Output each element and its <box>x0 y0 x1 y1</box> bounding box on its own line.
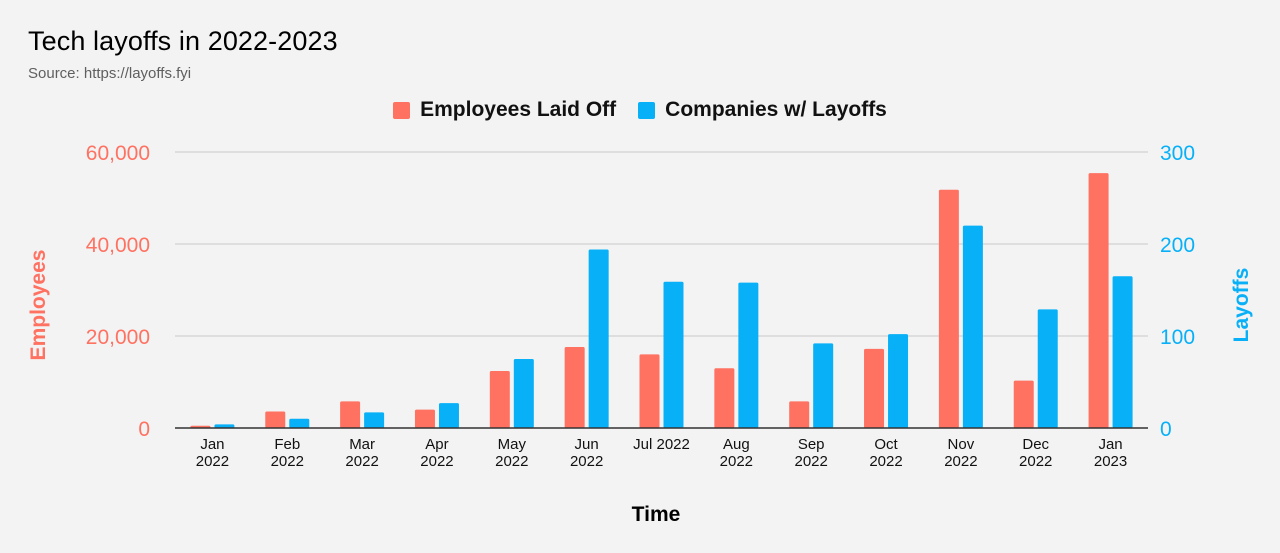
bar-companies <box>738 282 759 428</box>
legend-swatch-employees <box>393 101 411 119</box>
y-tick-right: 300 <box>1160 142 1195 165</box>
bar-companies <box>663 281 684 428</box>
y-tick-right: 0 <box>1160 418 1172 441</box>
x-tick-label: Aug 2022 <box>720 436 753 470</box>
x-tick-label: Oct 2022 <box>869 436 902 470</box>
x-tick-label-line: 2022 <box>420 453 453 470</box>
y-tick-right: 100 <box>1160 326 1195 349</box>
x-tick-label-line: Oct <box>874 436 898 453</box>
bar-employees <box>489 370 510 428</box>
x-tick-label: Apr 2022 <box>420 436 453 470</box>
x-tick-label: Mar 2022 <box>345 436 378 470</box>
x-tick-label-line: 2023 <box>1094 453 1127 470</box>
x-tick-label: Dec 2022 <box>1019 436 1052 470</box>
y-axis-title-left: Employees <box>27 250 50 361</box>
x-tick-label-line: Jun <box>575 436 599 453</box>
x-tick-label-line: 2022 <box>869 453 902 470</box>
x-tick-label: May 2022 <box>495 436 528 470</box>
x-tick-label-line: 2022 <box>570 453 603 470</box>
x-tick-label-line: 2022 <box>345 453 378 470</box>
x-tick-label-line: Apr <box>425 436 448 453</box>
x-tick-label-line: 2022 <box>944 453 977 470</box>
x-tick-label: Jul 2022 <box>633 436 690 453</box>
x-tick-label: Sep 2022 <box>795 436 828 470</box>
y-axis-title-right: Layoffs <box>1230 268 1253 343</box>
x-tick-label-line: Jul 2022 <box>633 436 690 453</box>
bar-companies <box>364 412 385 428</box>
legend: Employees Laid Off Companies w/ Layoffs <box>0 98 1280 122</box>
bar-employees <box>1013 380 1034 428</box>
bar-employees <box>265 411 286 428</box>
legend-label-companies: Companies w/ Layoffs <box>665 98 887 121</box>
bar-companies <box>813 343 834 428</box>
x-tick-label-line: 2022 <box>495 453 528 470</box>
bar-companies <box>289 418 310 428</box>
x-tick-label-line: Jan <box>1098 436 1122 453</box>
x-tick-label-line: Jan <box>200 436 224 453</box>
y-tick-left: 60,000 <box>86 142 150 165</box>
bar-employees <box>1088 173 1109 428</box>
bar-employees <box>789 401 810 428</box>
bar-employees <box>639 354 660 428</box>
bar-companies <box>962 225 983 428</box>
bar-employees <box>864 348 885 428</box>
chart-title: Tech layoffs in 2022-2023 <box>28 26 338 56</box>
bar-companies <box>888 334 909 428</box>
bar-companies <box>438 403 459 428</box>
y-tick-left: 20,000 <box>86 326 150 349</box>
x-tick-label-line: Nov <box>948 436 975 453</box>
x-tick-label-line: 2022 <box>1019 453 1052 470</box>
bar-companies <box>588 249 609 428</box>
bar-employees <box>340 401 361 428</box>
x-tick-label: Feb 2022 <box>271 436 304 470</box>
x-tick-label-line: Feb <box>274 436 300 453</box>
y-tick-right: 200 <box>1160 234 1195 257</box>
y-tick-left: 0 <box>138 418 150 441</box>
x-tick-label: Jan 2022 <box>196 436 229 470</box>
legend-label-employees: Employees Laid Off <box>420 98 617 121</box>
y-tick-left: 40,000 <box>86 234 150 257</box>
bar-employees <box>564 347 585 428</box>
x-tick-label-line: 2022 <box>720 453 753 470</box>
bar-companies <box>513 359 534 428</box>
legend-item-employees: Employees Laid Off <box>393 98 616 122</box>
bar-employees <box>938 189 959 428</box>
x-tick-label: Jan 2023 <box>1094 436 1127 470</box>
x-tick-label-line: Dec <box>1022 436 1049 453</box>
bar-companies <box>1037 309 1058 428</box>
x-tick-label-line: 2022 <box>271 453 304 470</box>
bar-companies <box>1112 276 1133 428</box>
x-tick-label: Nov 2022 <box>944 436 977 470</box>
x-tick-label-line: May <box>498 436 527 453</box>
legend-item-companies: Companies w/ Layoffs <box>638 98 887 122</box>
x-axis-title: Time <box>632 503 681 526</box>
x-tick-label-line: Sep <box>798 436 825 453</box>
x-tick-label-line: Aug <box>723 436 750 453</box>
chart-subtitle: Source: https://layoffs.fyi <box>28 65 192 82</box>
bar-employees <box>714 368 735 428</box>
x-tick-label-line: 2022 <box>795 453 828 470</box>
x-tick-label-line: 2022 <box>196 453 229 470</box>
x-tick-label: Jun 2022 <box>570 436 603 470</box>
bar-employees <box>414 409 435 428</box>
x-tick-label-line: Mar <box>349 436 375 453</box>
legend-swatch-companies <box>638 101 656 119</box>
bar-companies <box>214 424 235 428</box>
